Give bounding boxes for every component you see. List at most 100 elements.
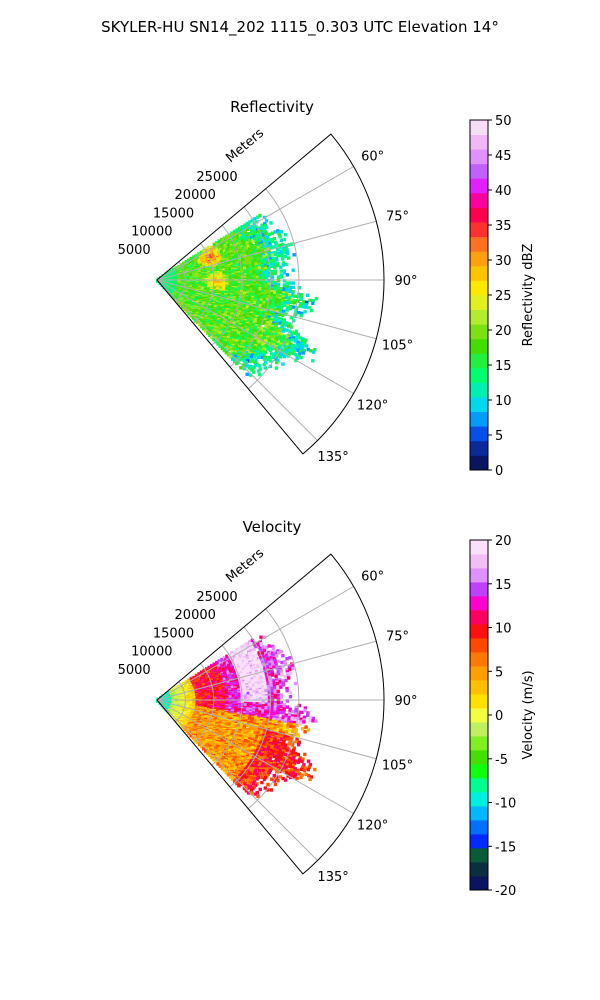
- reflectivity-cell: [298, 336, 302, 340]
- reflectivity-cell: [249, 368, 254, 372]
- reflectivity-cell: [222, 288, 226, 292]
- reflectivity-cell: [276, 275, 281, 279]
- reflectivity-cell: [287, 298, 291, 302]
- reflectivity-cell: [224, 351, 229, 355]
- reflectivity-cell: [281, 246, 286, 251]
- reflectivity-cell: [213, 327, 218, 331]
- reflectivity-cell: [270, 280, 275, 285]
- reflectivity-cell: [293, 294, 298, 298]
- reflectivity-cell: [276, 290, 280, 294]
- reflectivity-cell: [267, 315, 272, 320]
- reflectivity-cell: [263, 310, 267, 314]
- colorbar-segment: [470, 440, 488, 456]
- reflectivity-cell: [279, 288, 283, 293]
- reflectivity-cell: [213, 305, 218, 309]
- reflectivity-cell: [228, 355, 233, 359]
- reflectivity-cell: [279, 230, 284, 234]
- reflectivity-cell: [271, 253, 275, 257]
- reflectivity-cell: [237, 331, 241, 335]
- reflectivity-cell: [255, 288, 259, 292]
- reflectivity-cell: [284, 295, 289, 299]
- reflectivity-cell: [291, 290, 295, 294]
- reflectivity-cell: [283, 339, 288, 344]
- reflectivity-cell: [254, 230, 258, 235]
- reflectivity-cell: [311, 299, 315, 303]
- reflectivity-cell: [273, 332, 278, 337]
- reflectivity-cell: [250, 218, 255, 223]
- reflectivity-cell: [292, 301, 297, 305]
- reflectivity-cell: [273, 230, 277, 234]
- reflectivity-cell: [266, 246, 270, 251]
- reflectivity-cell: [216, 342, 220, 346]
- reflectivity-cell: [268, 348, 272, 353]
- velocity-cell: [177, 721, 181, 725]
- reflectivity-cell: [269, 342, 273, 346]
- colorbar-segment: [470, 134, 488, 150]
- reflectivity-cell: [312, 350, 316, 354]
- reflectivity-cell: [269, 295, 273, 299]
- reflectivity-cell: [264, 232, 268, 236]
- reflectivity-cell: [222, 268, 226, 272]
- reflectivity-cell: [236, 263, 240, 267]
- reflectivity-cell: [274, 240, 278, 245]
- reflectivity-cell: [235, 298, 239, 302]
- reflectivity-cell: [266, 298, 270, 302]
- reflectivity-cell: [270, 286, 274, 290]
- reflectivity-cell: [287, 324, 291, 328]
- reflectivity-cell: [281, 322, 285, 326]
- radial-tick-label: 10000: [131, 225, 172, 240]
- reflectivity-cell: [299, 355, 303, 360]
- reflectivity-cell: [276, 292, 280, 296]
- reflectivity-cell: [288, 289, 292, 294]
- reflectivity-cell: [260, 326, 264, 330]
- reflectivity-cell: [270, 326, 274, 331]
- reflectivity-cell: [266, 319, 270, 323]
- reflectivity-cell: [279, 249, 283, 253]
- reflectivity-cell: [268, 323, 272, 328]
- reflectivity-cell: [228, 286, 232, 291]
- colorbar-tick-label: 20: [495, 324, 512, 339]
- colorbar-segment: [470, 382, 488, 398]
- reflectivity-cell: [297, 286, 301, 290]
- reflectivity-cell: [271, 323, 275, 327]
- azimuth-spoke-60: [156, 166, 354, 281]
- reflectivity-cell: [222, 282, 227, 286]
- colorbar-tick-label: 5: [495, 429, 503, 444]
- reflectivity-cell: [292, 253, 296, 257]
- reflectivity-cell: [285, 306, 290, 310]
- reflectivity-cell: [278, 235, 282, 239]
- reflectivity-cell: [301, 304, 305, 309]
- reflectivity-cell: [259, 320, 263, 324]
- reflectivity-cell: [279, 273, 284, 277]
- colorbar-segment: [470, 455, 488, 471]
- reflectivity-cell: [282, 287, 286, 291]
- reflectivity-cell: [224, 317, 229, 321]
- colorbar-segment: [470, 397, 488, 413]
- reflectivity-cell: [269, 262, 274, 267]
- range-ring-20000: [229, 206, 271, 368]
- reflectivity-cell: [267, 325, 271, 329]
- reflectivity-cell: [285, 283, 290, 287]
- reflectivity-cell: [273, 326, 277, 330]
- reflectivity-cell: [264, 289, 268, 293]
- reflectivity-cell: [218, 344, 222, 348]
- reflectivity-cell: [268, 364, 273, 369]
- reflectivity-cell: [245, 227, 249, 231]
- reflectivity-cell: [301, 351, 305, 355]
- reflectivity-cell: [181, 305, 185, 309]
- reflectivity-cell: [261, 240, 265, 245]
- reflectivity-cell: [245, 372, 249, 376]
- reflectivity-cell: [271, 256, 276, 261]
- reflectivity-cell: [187, 311, 191, 316]
- reflectivity-cell: [210, 335, 214, 340]
- reflectivity-cell: [282, 283, 287, 287]
- reflectivity-cell: [272, 353, 276, 358]
- reflectivity-cell: [262, 362, 266, 367]
- reflectivity-cell: [290, 298, 294, 302]
- reflectivity-cell: [257, 372, 262, 377]
- azimuth-spoke-135: [156, 279, 318, 441]
- reflectivity-cell: [285, 287, 289, 291]
- reflectivity-cell: [262, 335, 266, 340]
